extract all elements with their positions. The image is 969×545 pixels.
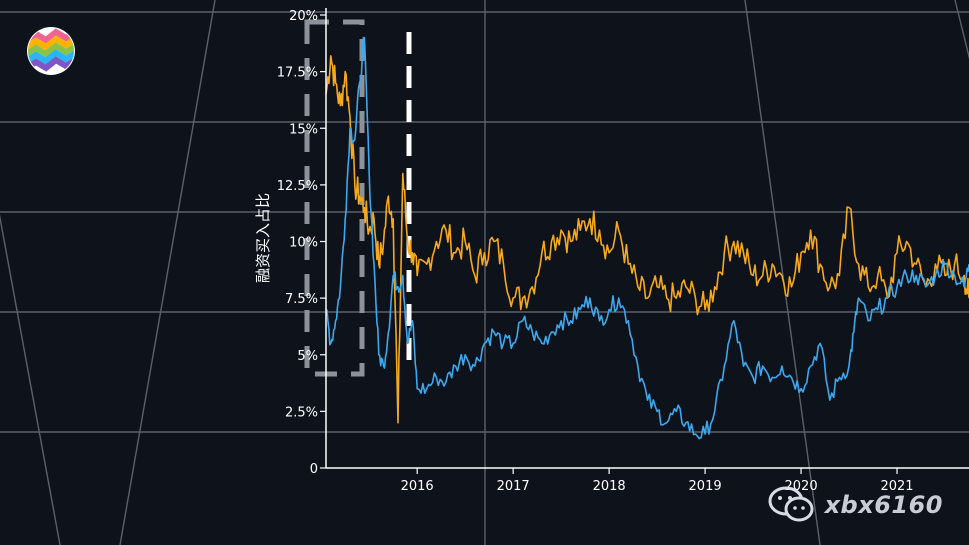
y-ticks: 0 2.5% 5% 7.5% 10% 12.5% 15% 17.5% 20% bbox=[277, 9, 326, 477]
series-line-1 bbox=[325, 54, 969, 424]
x-tick-label: 2017 bbox=[497, 479, 530, 494]
x-tick-label: 2019 bbox=[689, 479, 722, 494]
y-tick-label: 5% bbox=[297, 349, 318, 364]
wechat-icon bbox=[768, 486, 814, 522]
series-lines bbox=[325, 36, 969, 440]
axes bbox=[325, 8, 969, 469]
y-tick-label: 12.5% bbox=[277, 179, 318, 194]
grid-vertical-line bbox=[0, 214, 61, 545]
watermark-text: xbx6160 bbox=[824, 491, 943, 519]
y-tick-label: 10% bbox=[289, 236, 318, 251]
y-tick-label: 17.5% bbox=[277, 66, 318, 81]
y-tick-label: 2.5% bbox=[285, 405, 318, 420]
x-ticks: 2016 2017 2018 2019 2020 2021 bbox=[401, 468, 914, 494]
grid-vertical-line bbox=[119, 0, 216, 545]
x-tick-label: 2018 bbox=[593, 479, 626, 494]
y-tick-label: 0 bbox=[310, 462, 318, 477]
watermark: xbx6160 bbox=[767, 485, 943, 525]
grid-vertical-line bbox=[744, 0, 821, 545]
series-line-2 bbox=[325, 36, 969, 440]
rainbow-logo-icon bbox=[27, 27, 75, 75]
x-tick-label: 2021 bbox=[880, 479, 913, 494]
y-tick-label: 20% bbox=[289, 9, 318, 24]
x-tick-label: 2016 bbox=[401, 479, 434, 494]
y-tick-label: 7.5% bbox=[285, 292, 318, 307]
y-tick-label: 15% bbox=[289, 122, 318, 137]
y-axis-label: 融资买入占比 bbox=[254, 193, 272, 283]
